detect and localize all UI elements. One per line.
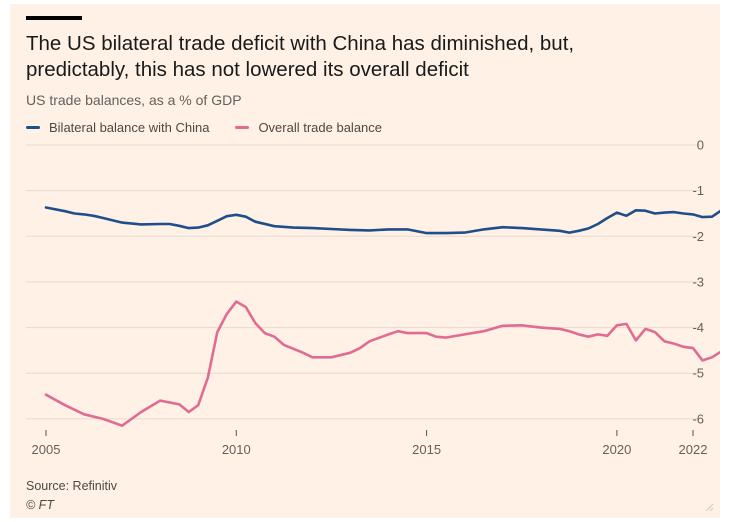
y-tick-labels: 0 -1 -2 -3 -4 -5 -6 [692, 138, 704, 427]
y-tick-label: -2 [692, 229, 704, 244]
legend-swatch-china [26, 126, 40, 129]
line-chart: 0 -1 -2 -3 -4 -5 -6 2005 2010 2015 2020 2022 [26, 138, 720, 457]
series-lines [44, 206, 720, 428]
ft-top-bar [26, 16, 82, 20]
legend-label-overall: Overall trade balance [258, 120, 383, 135]
x-tick-label: 2005 [32, 442, 61, 457]
x-tick-labels: 2005 2010 2015 2020 2022 [32, 430, 708, 457]
title-line-1: The US bilateral trade deficit with Chin… [26, 32, 575, 55]
series-line-china [44, 206, 720, 235]
y-tick-label: -4 [692, 320, 704, 335]
x-tick-label: 2022 [679, 442, 708, 457]
subtitle: US trade balances, as a % of GDP [26, 92, 242, 108]
y-tick-label: -3 [692, 274, 704, 289]
resize-grip-icon[interactable] [704, 502, 714, 512]
legend-swatch-overall [235, 126, 250, 129]
page-title: The US bilateral trade deficit with Chin… [26, 31, 706, 83]
x-tick-label: 2010 [222, 442, 251, 457]
y-tick-label: -1 [692, 183, 704, 198]
series-line-overall [44, 300, 720, 428]
grid-lines [26, 144, 700, 420]
chart-card: The US bilateral trade deficit with Chin… [10, 4, 720, 518]
legend-item-china: Bilateral balance with China [26, 120, 209, 135]
x-tick-label: 2020 [602, 442, 631, 457]
legend-label-china: Bilateral balance with China [49, 120, 210, 135]
source-note: Source: Refinitiv [26, 479, 118, 493]
ft-credit: © FT [26, 498, 54, 512]
x-tick-label: 2015 [412, 442, 441, 457]
y-tick-label: -6 [692, 411, 704, 426]
title-line-2: predictably, this has not lowered its ov… [26, 58, 469, 81]
y-tick-label: -5 [692, 366, 704, 381]
y-tick-label: 0 [697, 138, 704, 153]
legend-item-overall: Overall trade balance [235, 120, 382, 135]
legend: Bilateral balance with China Overall tra… [26, 120, 408, 135]
